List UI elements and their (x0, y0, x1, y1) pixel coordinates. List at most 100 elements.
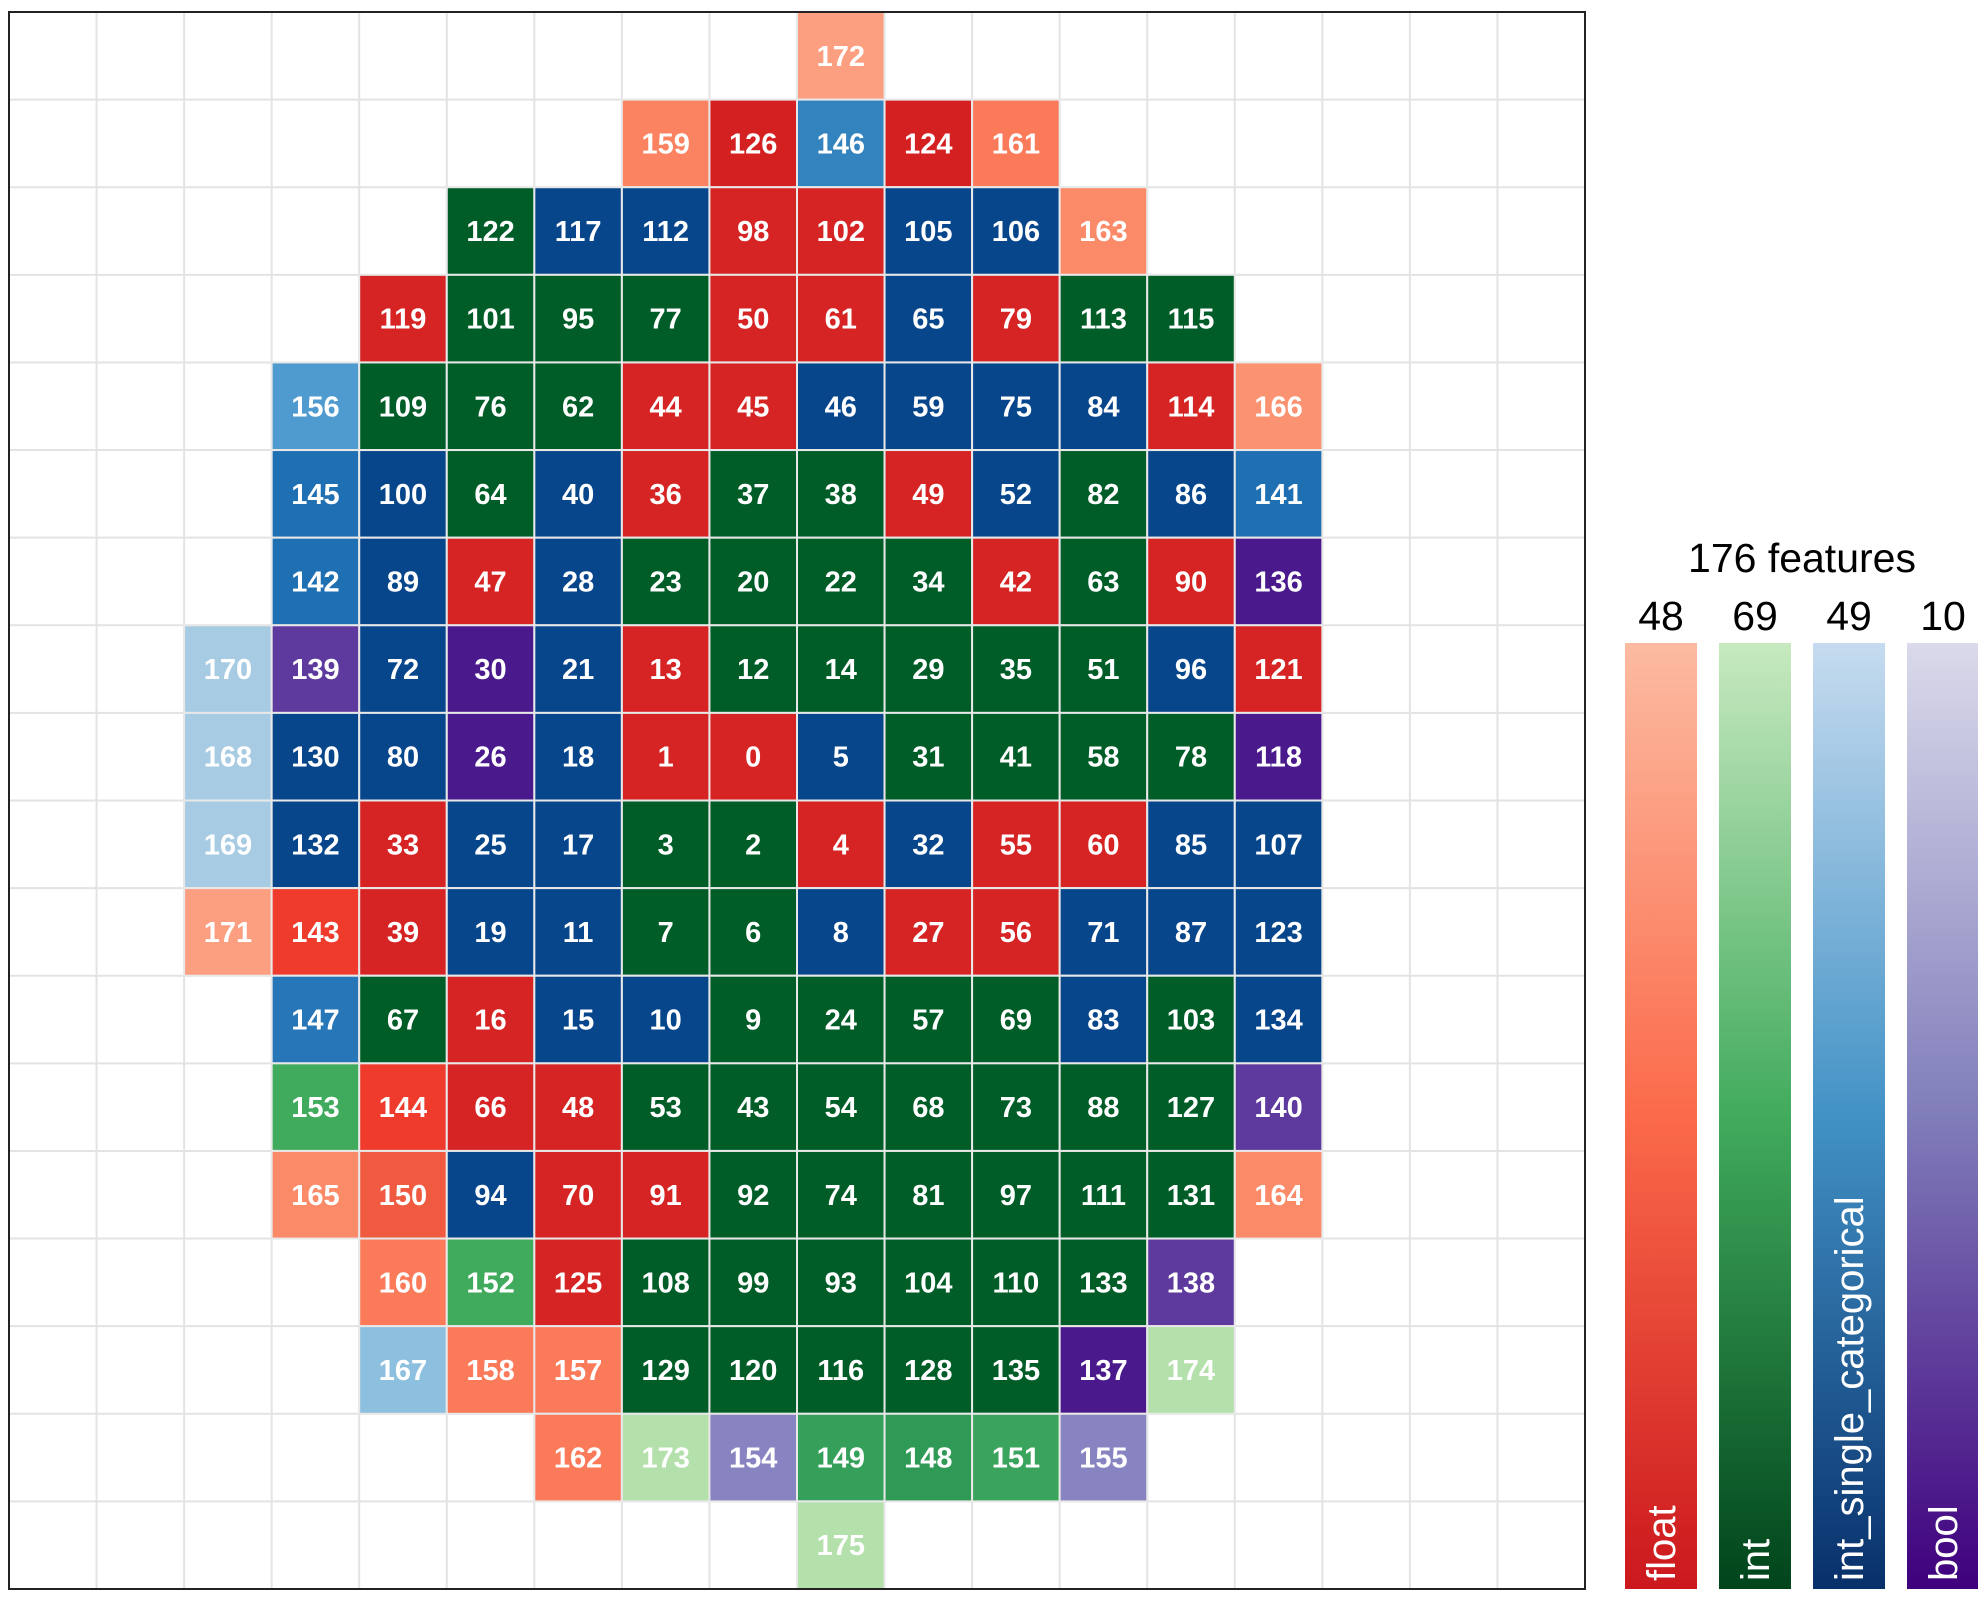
feature-cell: 119 (358, 273, 448, 364)
feature-cell: 3 (620, 799, 711, 890)
feature-cell: 129 (620, 1325, 711, 1415)
feature-cell: 69 (971, 974, 1061, 1065)
feature-cell: 25 (445, 799, 536, 890)
feature-cell: 2 (708, 799, 799, 890)
feature-cell: 169 (183, 799, 273, 890)
feature-index-label: 118 (1255, 742, 1302, 774)
feature-cell: 22 (796, 536, 886, 627)
feature-cell: 107 (1233, 799, 1324, 890)
feature-index-label: 164 (1254, 1180, 1302, 1212)
feature-cell: 88 (1058, 1062, 1149, 1152)
feature-index-label: 106 (992, 216, 1040, 248)
feature-cell-fill (533, 273, 623, 364)
feature-index-label: 101 (466, 304, 514, 336)
feature-index-label: 69 (1000, 1005, 1032, 1037)
feature-cell-fill (1058, 273, 1149, 364)
feature-cell: 166 (1233, 361, 1324, 452)
feature-index-label: 129 (641, 1355, 689, 1387)
feature-index-label: 155 (1079, 1443, 1127, 1475)
legend-label-int_single_categorical: int_single_categorical (1828, 1196, 1872, 1581)
feature-index-label: 107 (1254, 829, 1302, 861)
feature-cell: 80 (358, 711, 448, 802)
feature-cell: 34 (883, 536, 974, 627)
legend-count-int: 69 (1732, 593, 1778, 639)
feature-cell: 114 (1146, 361, 1236, 452)
feature-cell: 73 (971, 1062, 1061, 1152)
feature-cell: 135 (971, 1325, 1061, 1415)
feature-index-label: 89 (387, 566, 419, 598)
feature-cell-fill (620, 449, 711, 539)
feature-index-label: 172 (817, 41, 865, 73)
feature-index-label: 22 (825, 566, 857, 598)
feature-cell: 13 (620, 624, 711, 714)
feature-cell: 125 (533, 1237, 623, 1328)
feature-cell: 8 (796, 887, 886, 977)
feature-index-label: 95 (562, 304, 594, 336)
feature-index-label: 1 (658, 742, 674, 774)
feature-cell: 63 (1058, 536, 1149, 627)
feature-cell: 164 (1233, 1149, 1324, 1240)
feature-index-label: 10 (650, 1005, 682, 1037)
feature-index-label: 99 (737, 1267, 769, 1299)
feature-cell: 29 (883, 624, 974, 714)
feature-cell: 168 (183, 711, 273, 802)
feature-cell: 18 (533, 711, 623, 802)
feature-cell: 60 (1058, 799, 1149, 890)
feature-index-label: 102 (817, 216, 865, 248)
feature-cell-fill (1233, 1149, 1324, 1240)
feature-cell-fill (708, 273, 799, 364)
feature-index-label: 121 (1254, 654, 1302, 686)
feature-cell-fill (796, 974, 886, 1065)
legend-label-bool: bool (1922, 1505, 1966, 1581)
feature-cell: 154 (708, 1412, 799, 1503)
feature-cell-fill (358, 799, 448, 890)
feature-cell-fill (358, 1149, 448, 1240)
feature-index-label: 36 (650, 479, 682, 511)
feature-cell: 160 (358, 1237, 448, 1328)
feature-index-label: 144 (379, 1092, 427, 1124)
feature-cell: 147 (270, 974, 361, 1065)
feature-cell: 55 (971, 799, 1061, 890)
feature-cell: 121 (1233, 624, 1324, 714)
feature-index-label: 100 (379, 479, 427, 511)
feature-index-label: 7 (658, 917, 674, 949)
feature-cell-fill (533, 974, 623, 1065)
feature-cell-fill (796, 273, 886, 364)
feature-cell: 174 (1146, 1325, 1236, 1415)
feature-index-label: 162 (554, 1443, 602, 1475)
feature-index-label: 97 (1000, 1180, 1032, 1212)
feature-cell: 115 (1146, 273, 1236, 364)
feature-index-label: 140 (1254, 1092, 1302, 1124)
feature-cell: 17 (533, 799, 623, 890)
legend: 176 features 48 float 69 int 49 int_single_ca… (1625, 535, 1978, 1589)
feature-cell-fill (620, 1237, 711, 1328)
feature-cell: 66 (445, 1062, 536, 1152)
feature-index-label: 154 (729, 1443, 777, 1475)
feature-cell: 85 (1146, 799, 1236, 890)
feature-index-label: 156 (291, 391, 339, 423)
feature-index-label: 27 (912, 917, 944, 949)
feature-index-label: 119 (380, 304, 427, 336)
feature-cell-fill (1058, 1412, 1149, 1503)
feature-cell: 100 (358, 449, 448, 539)
feature-index-label: 109 (379, 391, 427, 423)
feature-cell: 76 (445, 361, 536, 452)
feature-cell: 31 (883, 711, 974, 802)
feature-cell-fill (883, 361, 974, 452)
feature-cell: 87 (1146, 887, 1236, 977)
feature-cell-fill (971, 361, 1061, 452)
feature-cell-fill (620, 98, 711, 189)
feature-cell: 16 (445, 974, 536, 1065)
feature-index-label: 90 (1175, 566, 1207, 598)
feature-cell: 173 (620, 1412, 711, 1503)
feature-cell-fill (883, 887, 974, 977)
feature-cell: 90 (1146, 536, 1236, 627)
feature-index-label: 28 (562, 566, 594, 598)
feature-cell-fill (1233, 624, 1324, 714)
feature-index-label: 116 (817, 1355, 864, 1387)
feature-cell-fill (883, 1149, 974, 1240)
feature-index-label: 105 (904, 216, 952, 248)
feature-cell: 43 (708, 1062, 799, 1152)
feature-index-label: 87 (1175, 917, 1207, 949)
